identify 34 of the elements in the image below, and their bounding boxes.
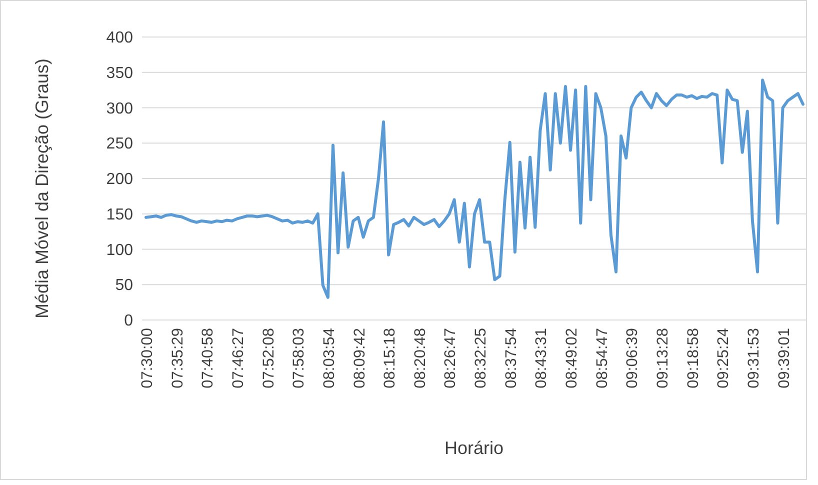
y-tick-label: 200 xyxy=(106,171,134,188)
y-tick-label: 400 xyxy=(106,30,134,47)
x-tick-label: 09:13:28 xyxy=(654,328,672,388)
x-tick-label: 09:39:01 xyxy=(776,328,793,388)
x-tick-label: 08:09:42 xyxy=(351,328,368,388)
y-axis-title: Média Móvel da Direção (Graus) xyxy=(32,58,52,319)
x-tick-label: 07:46:27 xyxy=(230,328,247,388)
y-tick-label: 0 xyxy=(124,312,134,330)
x-axis-title: Horário xyxy=(444,438,504,458)
y-tick-label: 350 xyxy=(106,64,134,82)
y-tick-label: 150 xyxy=(106,206,134,224)
x-tick-label: 07:40:58 xyxy=(200,328,217,388)
x-tick-label: 08:43:31 xyxy=(533,328,550,388)
y-tick-label: 300 xyxy=(106,100,134,118)
x-tick-label: 08:37:54 xyxy=(502,328,520,388)
x-tick-label: 08:26:47 xyxy=(442,328,460,388)
x-tick-label: 07:35:29 xyxy=(169,328,186,388)
x-tick-label: 08:49:02 xyxy=(564,328,581,388)
x-tick-label: 09:31:53 xyxy=(745,328,762,388)
y-tick-label: 100 xyxy=(106,242,134,259)
x-tick-label: 08:54:47 xyxy=(594,328,611,388)
line-series xyxy=(144,78,804,299)
x-tick-label: 07:58:03 xyxy=(290,328,308,388)
x-tick-label: 09:25:24 xyxy=(715,328,732,388)
y-tick-label: 250 xyxy=(106,136,134,153)
x-tick-label: 07:52:08 xyxy=(260,328,278,388)
y-tick-label: 50 xyxy=(115,277,134,294)
x-tick-label: 08:20:48 xyxy=(412,328,429,388)
x-tick-label: 08:32:25 xyxy=(472,328,490,388)
x-tick-label: 07:30:00 xyxy=(139,328,156,388)
x-tick-label: 08:03:54 xyxy=(320,328,338,388)
x-tick-label: 09:18:58 xyxy=(684,328,702,388)
x-tick-label: 08:15:18 xyxy=(382,328,399,388)
x-tick-label: 09:06:39 xyxy=(624,328,642,388)
